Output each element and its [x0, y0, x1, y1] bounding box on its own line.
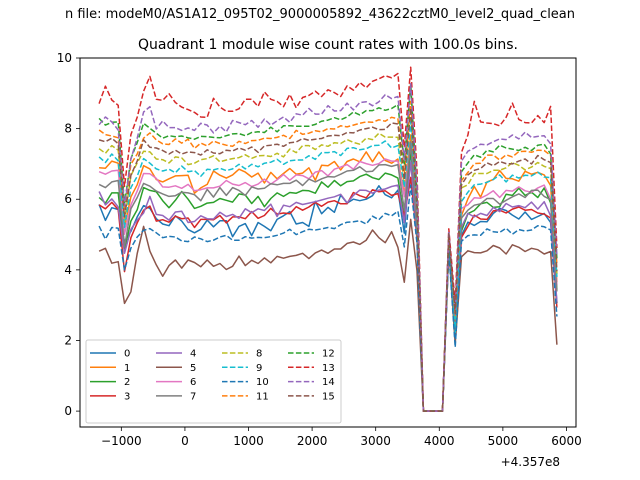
y-tick-label: 10	[57, 51, 72, 65]
legend-label-4: 4	[190, 349, 196, 360]
legend-label-5: 5	[190, 363, 196, 374]
x-tick-label: 3000	[360, 434, 391, 448]
series-line-13	[98, 66, 558, 412]
legend-label-6: 6	[190, 377, 196, 388]
chart-title: Quadrant 1 module wise count rates with …	[138, 37, 518, 53]
x-tick-label: 4000	[424, 434, 455, 448]
series-line-14	[98, 83, 558, 412]
x-tick-label: −1000	[101, 434, 142, 448]
legend-label-11: 11	[256, 391, 269, 402]
y-tick-label: 8	[64, 122, 72, 136]
legend-label-9: 9	[256, 363, 262, 374]
y-tick-label: 4	[64, 263, 72, 277]
legend-label-2: 2	[124, 377, 130, 388]
y-tick-label: 0	[64, 404, 72, 418]
series-layer	[98, 66, 558, 412]
series-line-15	[98, 107, 558, 412]
series-line-7	[98, 140, 558, 412]
x-tick-label: 0	[181, 434, 189, 448]
legend-label-3: 3	[124, 391, 130, 402]
legend-label-0: 0	[124, 349, 130, 360]
legend-label-7: 7	[190, 391, 196, 402]
x-tick-label: 6000	[551, 434, 582, 448]
series-line-8	[98, 111, 558, 412]
series-line-4	[98, 161, 558, 412]
legend-label-1: 1	[124, 363, 130, 374]
legend-box	[85, 339, 342, 424]
legend-label-15: 15	[322, 391, 335, 402]
x-offset-label: +4.357e8	[501, 455, 560, 469]
figure-suptitle: n file: modeM0/AS1A12_095T02_9000005892_…	[65, 7, 575, 22]
legend-label-10: 10	[256, 377, 269, 388]
legend-label-13: 13	[322, 363, 335, 374]
plot-frame	[79, 57, 577, 428]
legend-label-8: 8	[256, 349, 262, 360]
y-tick-label: 2	[64, 333, 72, 347]
x-tick-label: 5000	[488, 434, 519, 448]
legend-label-14: 14	[322, 377, 335, 388]
series-line-11	[98, 100, 558, 412]
y-tick-label: 6	[64, 192, 72, 206]
series-line-5	[98, 218, 558, 412]
series-line-10	[98, 184, 558, 412]
x-tick-label: 1000	[233, 434, 264, 448]
series-line-1	[99, 134, 558, 412]
series-line-3	[98, 176, 558, 412]
x-tick-label: 2000	[297, 434, 328, 448]
series-line-12	[98, 83, 558, 412]
legend-label-12: 12	[322, 349, 335, 360]
series-line-9	[98, 120, 558, 412]
